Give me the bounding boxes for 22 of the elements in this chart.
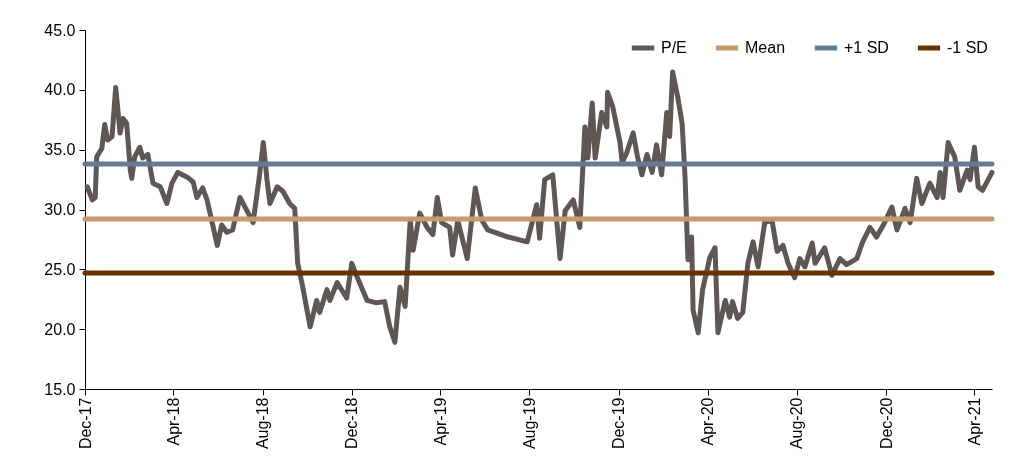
x-tick-label: Apr-20: [699, 397, 717, 446]
y-tick-label: 35.0: [44, 141, 76, 159]
legend-label: Mean: [745, 39, 786, 56]
x-tick-label: Apr-18: [164, 397, 182, 446]
x-tick-label: Aug-20: [788, 397, 806, 450]
y-tick-label: 15.0: [44, 380, 76, 398]
y-tick-label: 30.0: [44, 201, 76, 218]
x-tick-label: Aug-19: [520, 397, 538, 450]
y-tick-label: 20.0: [44, 320, 76, 338]
y-tick-label: 25.0: [44, 260, 76, 278]
legend-label: +1 SD: [844, 39, 889, 56]
x-tick-label: Apr-21: [965, 397, 983, 446]
x-tick-label: Apr-19: [431, 397, 449, 446]
y-tick-label: 40.0: [44, 81, 76, 99]
legend-label: P/E: [661, 39, 687, 56]
legend-label: -1 SD: [947, 39, 988, 56]
x-tick-label: Aug-18: [254, 397, 272, 450]
x-tick-label: Dec-19: [610, 397, 628, 450]
x-tick-label: Dec-17: [76, 397, 94, 450]
x-tick-label: Dec-20: [877, 397, 895, 450]
x-tick-label: Dec-18: [343, 397, 361, 450]
y-tick-label: 45.0: [44, 21, 76, 39]
